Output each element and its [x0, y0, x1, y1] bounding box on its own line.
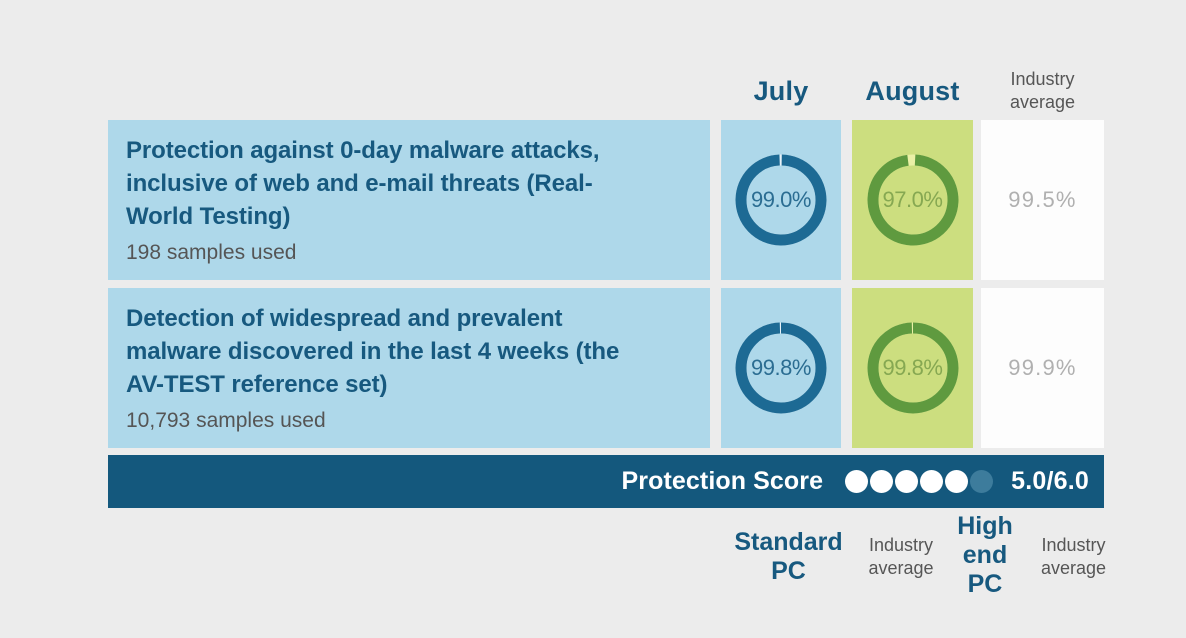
column-header-august: August	[852, 74, 973, 108]
legend-high-end-pc-line3: PC	[967, 570, 1003, 598]
protection-score-bar: Protection Score 5.0/6.0	[108, 455, 1104, 508]
legend: Standard PC Industry average High end PC…	[0, 512, 1186, 602]
donut-chart-july: 99.8%	[733, 320, 829, 416]
legend-industry-average-standard: Industry average	[856, 534, 946, 580]
result-row: Protection against 0-day malware attacks…	[0, 120, 1186, 280]
legend-standard-pc-line1: Standard	[734, 528, 843, 556]
cell-industry-average: 99.9%	[981, 288, 1104, 448]
row-description-card: Detection of widespread and prevalent ma…	[108, 288, 710, 448]
row-title-line2: malware discovered in the last 4 weeks (…	[126, 338, 620, 365]
industry-average-value: 99.9%	[1008, 355, 1077, 380]
column-header-industry-average-line2: average	[1009, 92, 1076, 112]
column-header-july-label: July	[753, 76, 809, 106]
column-header-august-label: August	[865, 76, 960, 106]
legend-high-end-pc-line2: end	[962, 541, 1008, 569]
cell-august: 97.0%	[852, 120, 973, 280]
column-header-july: July	[721, 74, 841, 108]
row-samples-used: 198 samples used	[126, 241, 297, 264]
column-header-industry-average: Industry average	[981, 68, 1104, 114]
legend-standard-pc: Standard PC	[721, 528, 856, 586]
protection-score-dots	[845, 470, 994, 493]
donut-value-july: 99.0%	[751, 187, 811, 212]
column-header-industry-average-line1: Industry	[1010, 69, 1075, 89]
protection-score-value: 5.0/6.0	[1011, 467, 1089, 495]
legend-standard-pc-line2: PC	[771, 557, 806, 585]
cell-industry-average: 99.5%	[981, 120, 1104, 280]
score-dot-filled	[945, 470, 969, 493]
cell-august: 99.8%	[852, 288, 973, 448]
row-title-line1: Detection of widespread and prevalent	[126, 305, 563, 332]
donut-ring-icon	[867, 154, 958, 246]
score-dot-empty	[970, 470, 994, 493]
row-title-line3: AV-TEST reference set)	[126, 371, 388, 398]
cell-july: 99.8%	[721, 288, 841, 448]
row-title: Protection against 0-day malware attacks…	[126, 134, 692, 233]
donut-value-july: 99.8%	[751, 355, 811, 380]
donut-chart-july: 99.0%	[733, 152, 829, 248]
donut-value-august: 97.0%	[882, 187, 943, 212]
cell-july: 99.0%	[721, 120, 841, 280]
donut-chart-august: 97.0%	[865, 152, 961, 248]
row-samples-used: 10,793 samples used	[126, 409, 326, 432]
legend-high-end-pc-line1: High	[957, 512, 1013, 540]
score-dot-filled	[895, 470, 919, 493]
legend-industry-average-highend-line2: average	[1040, 558, 1107, 578]
legend-industry-average-standard-line2: average	[868, 558, 934, 578]
donut-ring-icon	[867, 322, 958, 414]
row-title-line2: inclusive of web and e-mail threats (Rea…	[126, 170, 593, 197]
donut-chart-august: 99.8%	[865, 320, 961, 416]
protection-score-label: Protection Score	[621, 467, 824, 495]
row-description-card: Protection against 0-day malware attacks…	[108, 120, 710, 280]
legend-industry-average-highend-line1: Industry	[1041, 535, 1106, 555]
row-title-line3: World Testing)	[126, 203, 291, 230]
score-dot-filled	[845, 470, 869, 493]
score-dot-filled	[920, 470, 944, 493]
result-row: Detection of widespread and prevalent ma…	[0, 288, 1186, 448]
industry-average-value: 99.5%	[1008, 187, 1077, 212]
row-title: Detection of widespread and prevalent ma…	[126, 302, 692, 401]
donut-ring-icon	[735, 322, 827, 414]
legend-industry-average-standard-line1: Industry	[868, 535, 934, 555]
donut-ring-icon	[735, 154, 827, 246]
score-dot-filled	[870, 470, 894, 493]
legend-high-end-pc: High end PC	[944, 512, 1026, 599]
donut-value-august: 99.8%	[882, 355, 943, 380]
legend-industry-average-highend: Industry average	[1026, 534, 1121, 580]
row-title-line1: Protection against 0-day malware attacks…	[126, 137, 600, 164]
